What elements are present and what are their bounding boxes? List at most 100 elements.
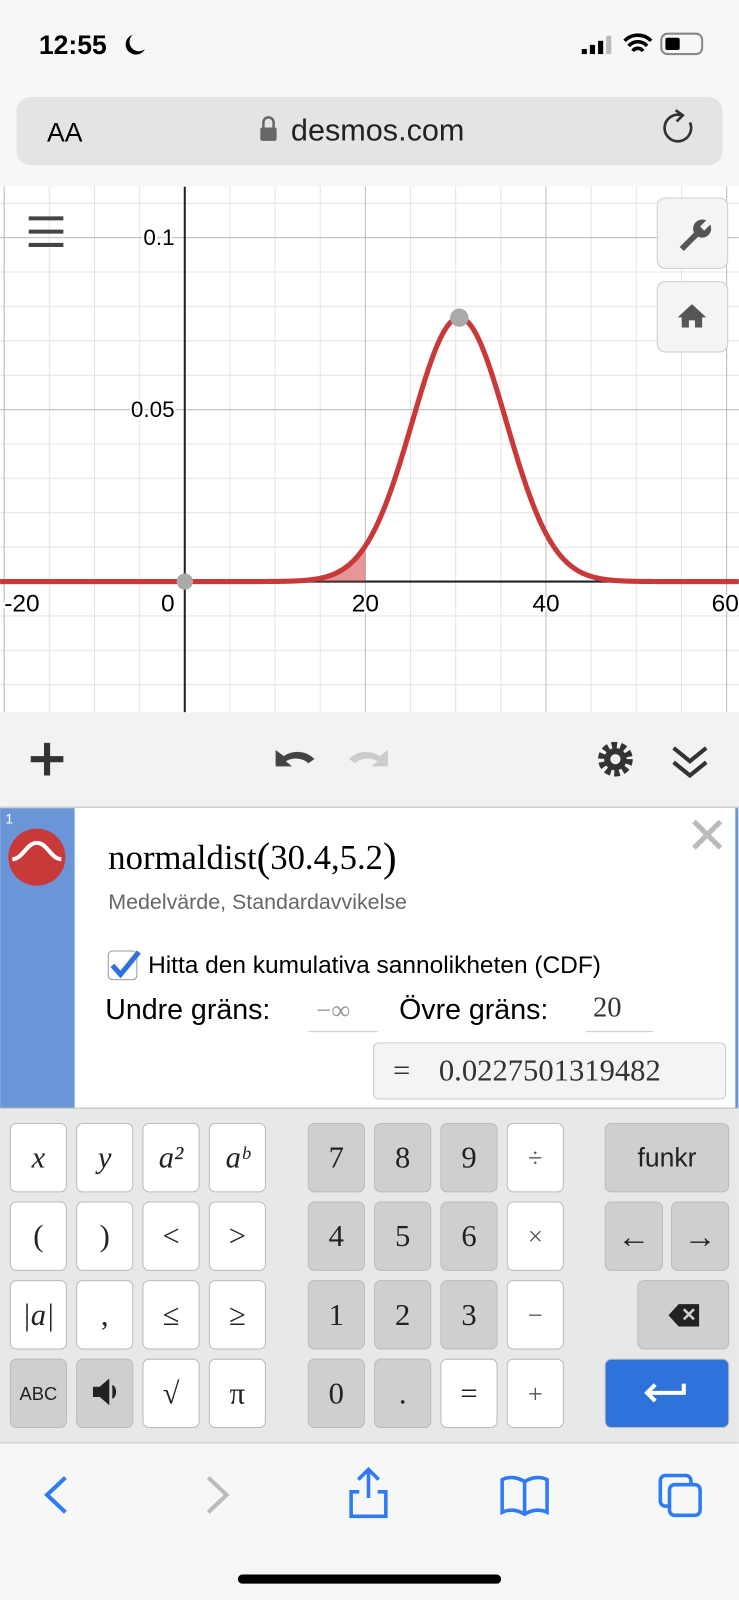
key[interactable]: [9, 1122, 67, 1193]
x-tick-label: 0: [161, 591, 175, 618]
key[interactable]: [208, 1358, 266, 1429]
key[interactable]: [9, 1280, 67, 1350]
key[interactable]: [208, 1201, 266, 1271]
y-tick-label: 0.1: [143, 225, 174, 250]
battery-level: [665, 37, 680, 50]
key[interactable]: [307, 1122, 365, 1193]
key-label: >: [229, 1219, 246, 1253]
undo-button[interactable]: [275, 750, 315, 767]
key-label: (: [33, 1219, 43, 1253]
key-label: ,: [101, 1298, 109, 1332]
key-label: ÷: [528, 1143, 543, 1173]
origin-point: [176, 573, 193, 590]
key[interactable]: [142, 1201, 200, 1271]
key-label: 0: [329, 1376, 344, 1410]
collapse-button[interactable]: [672, 746, 708, 779]
reload-icon[interactable]: [663, 109, 693, 143]
key-label: +: [528, 1378, 543, 1408]
add-button[interactable]: [30, 742, 64, 776]
key[interactable]: [142, 1280, 200, 1350]
result-box: [373, 1042, 727, 1100]
battery-icon: [660, 32, 704, 56]
tabs-button[interactable]: [658, 1473, 702, 1518]
key[interactable]: [374, 1201, 432, 1271]
key[interactable]: [9, 1201, 67, 1271]
key[interactable]: [307, 1358, 365, 1429]
pdf-curve: [0, 315, 739, 585]
key-label: 3: [461, 1298, 476, 1332]
key-label: 1: [329, 1298, 344, 1332]
result: 0.0227501319482: [439, 1053, 661, 1087]
graph-bg: [0, 186, 739, 713]
key[interactable]: [440, 1358, 498, 1429]
sd: 5.2: [340, 838, 383, 877]
key[interactable]: [506, 1122, 564, 1193]
menu-icon[interactable]: [28, 216, 64, 247]
key-label: √: [163, 1376, 180, 1410]
gear-button[interactable]: [598, 741, 633, 777]
text-size-button[interactable]: AA: [47, 118, 83, 148]
y-tick-label: 0.05: [131, 397, 175, 422]
key[interactable]: [440, 1201, 498, 1271]
key-label: |a|: [22, 1298, 54, 1332]
wifi-icon: [623, 33, 653, 53]
x-tick-label: 40: [532, 591, 559, 618]
upper-limit[interactable]: 20: [593, 993, 622, 1024]
key[interactable]: [208, 1122, 266, 1193]
bell-icon: [11, 840, 62, 862]
bookmarks-button[interactable]: [500, 1475, 549, 1517]
key[interactable]: [506, 1280, 564, 1350]
key-label: π: [230, 1376, 245, 1410]
key[interactable]: [307, 1280, 365, 1350]
cdf-label: Hitta den kumulativa sannolikheten (CDF): [148, 952, 601, 979]
function-name: normaldist: [108, 838, 257, 877]
key[interactable]: [440, 1122, 498, 1193]
key[interactable]: [76, 1280, 134, 1350]
forward-button[interactable]: [206, 1476, 230, 1514]
url[interactable]: desmos.com: [291, 114, 465, 148]
key[interactable]: [374, 1280, 432, 1350]
signal-icon: [581, 35, 612, 55]
address-bar[interactable]: [16, 96, 723, 166]
speaker-icon: [92, 1378, 117, 1406]
x-tick-label: 20: [352, 591, 379, 618]
x-tick-label: 60: [712, 591, 739, 618]
key-label: 5: [395, 1219, 410, 1253]
clock: 12:55: [39, 30, 107, 60]
key[interactable]: [506, 1201, 564, 1271]
key-label: ABC: [20, 1383, 58, 1404]
equals-sign: =: [393, 1053, 410, 1087]
share-button[interactable]: [349, 1466, 388, 1519]
graph: -20 0 20 40 60 0.05 0.1: [0, 186, 739, 713]
key[interactable]: [142, 1358, 200, 1429]
key-label: 2: [395, 1298, 410, 1332]
lower-limit[interactable]: −∞: [316, 995, 350, 1025]
delete-expression[interactable]: [692, 819, 723, 850]
key-label: 7: [329, 1141, 344, 1175]
key[interactable]: [142, 1122, 200, 1193]
redo-button[interactable]: [349, 750, 388, 767]
key[interactable]: [506, 1358, 564, 1429]
expression-index: 1: [5, 811, 13, 827]
settings-button[interactable]: [656, 197, 729, 269]
back-button[interactable]: [44, 1476, 67, 1514]
key-label: 6: [461, 1219, 476, 1253]
key[interactable]: [208, 1280, 266, 1350]
key[interactable]: [307, 1201, 365, 1271]
key[interactable]: [76, 1201, 134, 1271]
check-mark: [110, 950, 141, 979]
key-label: y: [95, 1141, 112, 1175]
key-label: x: [31, 1141, 46, 1175]
key[interactable]: [374, 1122, 432, 1193]
key[interactable]: [374, 1358, 432, 1429]
key[interactable]: [440, 1280, 498, 1350]
key-label: aᵇ: [226, 1141, 251, 1175]
key-label: <: [162, 1219, 179, 1253]
distribution-icon: [8, 828, 66, 886]
key[interactable]: [604, 1201, 663, 1271]
key[interactable]: [671, 1201, 730, 1271]
key[interactable]: [9, 1358, 67, 1429]
key[interactable]: [76, 1122, 134, 1193]
key[interactable]: [604, 1122, 730, 1193]
